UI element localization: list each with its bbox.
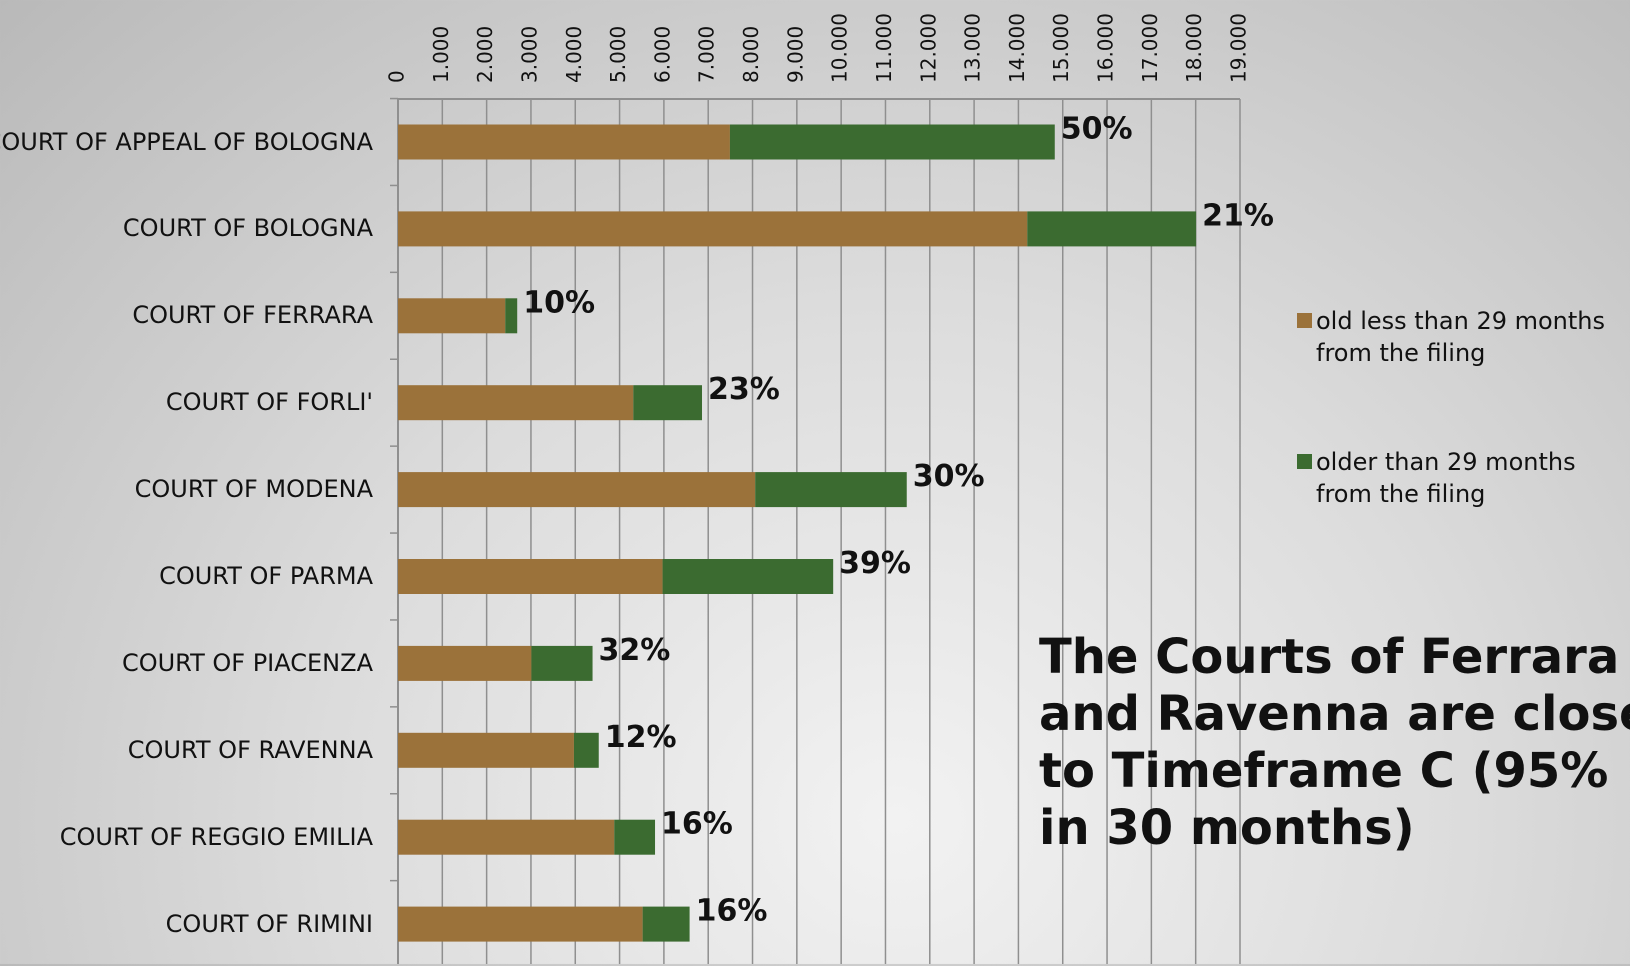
- annotation: to Timeframe C (95%: [1039, 743, 1608, 799]
- legend-swatch: [1297, 313, 1312, 328]
- x-tick-label: 4.000: [562, 26, 586, 83]
- annotation: and Ravenna are closer: [1039, 686, 1630, 742]
- bar-segment: [398, 906, 643, 942]
- x-tick-label: 3.000: [517, 26, 541, 83]
- bar-segment: [398, 298, 506, 334]
- bar-annotation: 10%: [523, 285, 595, 320]
- bar-annotation: 32%: [599, 633, 671, 668]
- bar-segment: [614, 819, 656, 855]
- x-tick-label: 5.000: [606, 26, 630, 83]
- bar-segment: [398, 559, 663, 594]
- bar-segment: [398, 645, 532, 681]
- bar-annotation: 21%: [1202, 198, 1274, 233]
- bar-annotation: 50%: [1061, 112, 1133, 147]
- bar-segment: [398, 124, 730, 160]
- category-label: COURT OF PIACENZA: [121, 648, 373, 677]
- legend-swatch: [1297, 454, 1312, 469]
- category-label: COURT OF RIMINI: [165, 909, 373, 938]
- x-tick-label: 1.000: [429, 26, 453, 83]
- bar-segment: [505, 298, 518, 334]
- x-tick-label: 19.000: [1227, 13, 1251, 83]
- bar-segment: [729, 124, 1055, 160]
- category-label: COURT OF FORLI': [165, 388, 373, 417]
- bar-annotation: 23%: [708, 372, 780, 407]
- x-tick-label: 17.000: [1138, 13, 1162, 83]
- category-label: COURT OF RAVENNA: [127, 735, 373, 764]
- x-tick-label: 0: [385, 70, 409, 83]
- bar-segment: [1027, 211, 1197, 247]
- x-tick-label: 10.000: [828, 13, 852, 83]
- bar-segment: [573, 732, 599, 768]
- x-tick-label: 8.000: [739, 26, 763, 83]
- x-tick-label: 9.000: [783, 26, 807, 83]
- bar-segment: [633, 385, 703, 421]
- annotation: The Courts of Ferrara: [1039, 629, 1619, 685]
- category-label: COURT OF MODENA: [134, 475, 373, 504]
- category-label: COURT OF APPEAL OF BOLOGNA: [0, 127, 373, 156]
- x-tick-label: 16.000: [1094, 13, 1118, 83]
- x-tick-label: 15.000: [1049, 13, 1073, 83]
- bar-segment: [398, 385, 634, 421]
- bar-annotation: 16%: [696, 894, 768, 929]
- annotation: in 30 months): [1039, 800, 1415, 856]
- bar-annotation: 30%: [913, 459, 985, 494]
- bar-segment: [398, 211, 1028, 247]
- bar-annotation: 39%: [839, 546, 911, 581]
- bar-annotation: 12%: [605, 720, 677, 755]
- x-tick-label: 12.000: [916, 13, 940, 83]
- x-tick-label: 14.000: [1005, 13, 1029, 83]
- x-tick-label: 7.000: [695, 26, 719, 83]
- bar-segment: [398, 472, 756, 508]
- legend-label: older than 29 months from the filing: [1316, 448, 1576, 508]
- bar-segment: [398, 819, 615, 855]
- bar-segment: [662, 559, 834, 594]
- x-tick-label: 13.000: [961, 13, 985, 83]
- category-label: COURT OF BOLOGNA: [122, 214, 373, 243]
- x-tick-label: 11.000: [872, 13, 896, 83]
- bar-segment: [531, 645, 593, 681]
- x-tick-label: 18.000: [1182, 13, 1206, 83]
- x-tick-label: 2.000: [473, 26, 497, 83]
- legend-label: old less than 29 months from the filing: [1316, 307, 1606, 367]
- bar-segment: [398, 732, 574, 768]
- bar-segment: [642, 906, 690, 942]
- x-tick-label: 6.000: [650, 26, 674, 83]
- bar-segment: [755, 472, 907, 508]
- category-label: COURT OF PARMA: [159, 562, 373, 590]
- bar-annotation: 16%: [661, 807, 733, 842]
- category-label: COURT OF REGGIO EMILIA: [59, 822, 373, 851]
- category-label: COURT OF FERRARA: [132, 301, 373, 330]
